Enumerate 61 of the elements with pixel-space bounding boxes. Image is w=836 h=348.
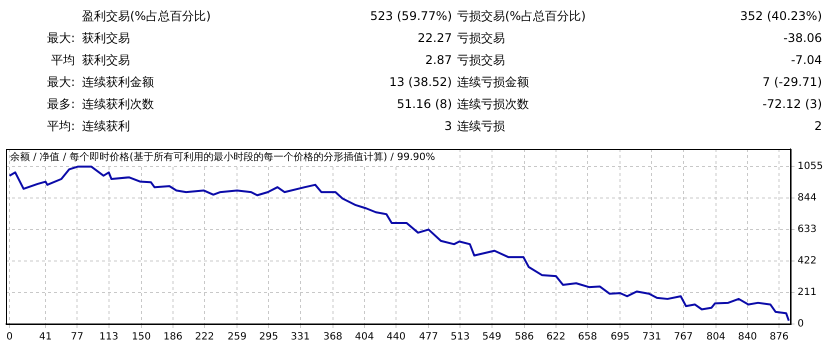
x-tick-label: 259 [228,332,247,343]
x-tick-label: 222 [195,332,214,343]
x-tick-label: 549 [482,332,502,343]
text: 连续获利金额 [82,74,154,90]
text: 盈利交易(%占总百分比) [82,8,211,24]
x-tick-label: 295 [259,332,278,343]
text: -38.06 [783,30,822,46]
x-tick-label: 695 [610,332,630,343]
x-tick-label: 586 [514,332,534,343]
x-tick-label: 876 [770,332,789,343]
text: 最大: [46,30,75,46]
text: 亏损交易 [457,52,505,68]
x-tick-label: 404 [354,332,374,343]
x-tick-label: 113 [99,332,118,343]
text: 22.27 [418,30,452,46]
text: 连续获利 [82,118,130,134]
x-tick-label: 331 [290,332,310,343]
text: 获利交易 [82,30,130,46]
text: 13 (38.52) [389,74,452,90]
x-tick-label: 840 [738,332,758,343]
text: 最大: [46,74,75,90]
x-tick-label: 477 [419,332,438,343]
x-tick-label: 622 [546,332,566,343]
text: 平均: [46,118,75,134]
x-tick-label: 41 [39,332,52,343]
x-tick-label: 186 [163,332,182,343]
text: 获利交易 [82,52,130,68]
chart-title: 余额 / 净值 / 每个即时价格(基于所有可利用的最小时段的每一个价格的分形插值计算) / 99.90% [10,150,436,164]
text: -72.12 (3) [762,96,822,112]
text: 亏损交易 [457,30,505,46]
text: 连续亏损金额 [457,74,529,90]
text: 平均 [51,52,75,68]
x-tick-label: 804 [706,332,726,343]
text: 连续亏损 [457,118,505,134]
text: 最多: [46,96,75,112]
y-tick-label: 633 [798,224,817,236]
x-tick-label: 150 [132,332,151,343]
text: 连续亏损次数 [457,96,529,112]
text: 亏损交易(%占总百分比) [457,8,586,24]
x-tick-label: 513 [450,332,470,343]
x-tick-label: 0 [6,332,13,343]
text: 51.16 (8) [396,96,452,112]
y-tick-label: 844 [798,192,817,204]
text: 连续获利次数 [82,96,154,112]
text: 352 (40.23%) [740,8,822,24]
y-tick-label: 211 [798,287,817,298]
y-tick-label: 422 [798,256,817,267]
y-tick-label: 0 [798,318,804,330]
x-tick-label: 731 [642,332,662,343]
x-tick-label: 77 [70,332,84,343]
x-tick-label: 658 [578,332,598,343]
text: 7 (-29.71) [762,74,822,90]
x-tick-label: 440 [386,332,406,343]
x-tick-label: 767 [674,332,693,343]
x-tick-label: 368 [323,332,342,343]
text: 2.87 [425,52,452,68]
text: 2 [814,118,822,134]
text: 523 (59.77%) [370,8,452,24]
y-tick-label: 1055 [798,161,824,172]
text: -7.04 [790,52,822,68]
text: 3 [444,118,452,134]
